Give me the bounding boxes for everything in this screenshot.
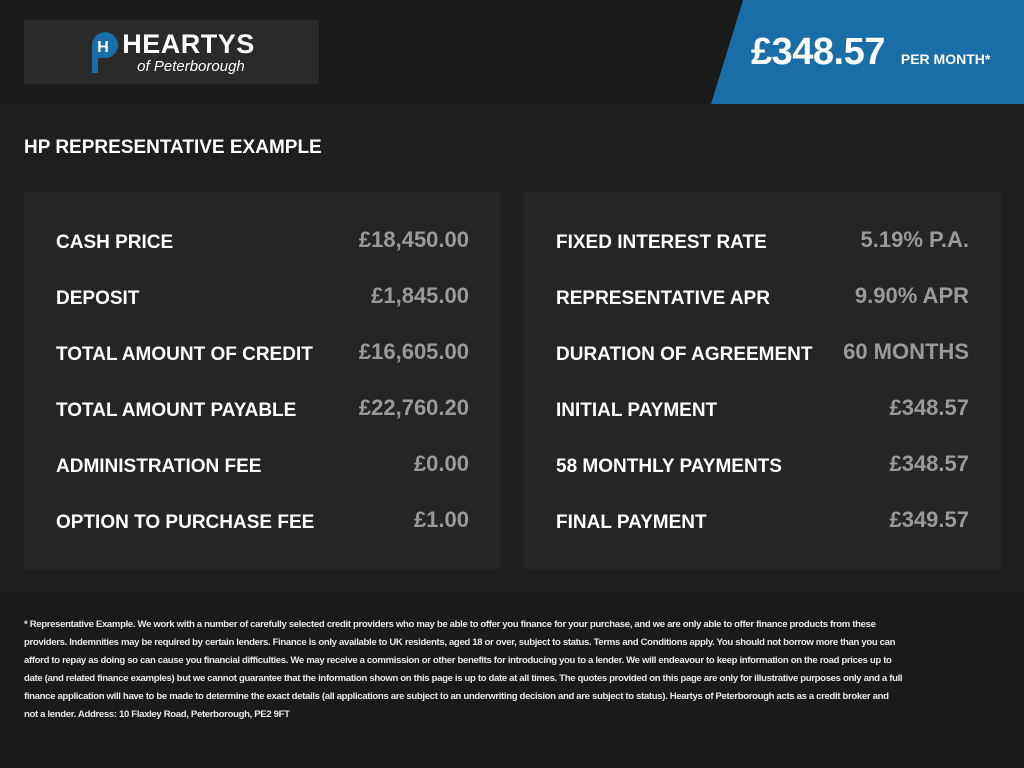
- logo-p-icon: H: [88, 31, 119, 73]
- finance-row: DURATION OF AGREEMENT 60 MONTHS: [556, 324, 969, 380]
- row-value: 9.90% APR: [854, 283, 969, 308]
- finance-row: FIXED INTEREST RATE 5.19% P.A.: [556, 212, 969, 268]
- monthly-price: £348.57: [751, 30, 885, 73]
- row-label: 58 MONTHLY PAYMENTS: [556, 456, 782, 477]
- row-value: £18,450.00: [358, 227, 469, 252]
- logo[interactable]: H HEARTYS of Peterborough: [24, 20, 319, 84]
- row-label: DURATION OF AGREEMENT: [556, 344, 813, 365]
- row-label: DEPOSIT: [56, 288, 140, 309]
- disclaimer: * Representative Example. We work with a…: [24, 619, 903, 720]
- finance-panel-right: FIXED INTEREST RATE 5.19% P.A. REPRESENTAT…: [524, 192, 1001, 569]
- row-label: OPTION TO PURCHASE FEE: [56, 512, 315, 533]
- svg-text:H: H: [97, 39, 109, 56]
- row-value: £348.57: [889, 451, 969, 476]
- section-title: HP REPRESENTATIVE EXAMPLE: [24, 137, 322, 158]
- row-label: REPRESENTATIVE APR: [556, 288, 770, 309]
- finance-row: FINAL PAYMENT £349.57: [556, 492, 969, 548]
- row-value: £348.57: [889, 395, 969, 420]
- row-label: TOTAL AMOUNT PAYABLE: [56, 400, 297, 421]
- row-label: FIXED INTEREST RATE: [556, 232, 767, 253]
- monthly-price-banner: £348.57 PER MONTH*: [711, 0, 1024, 104]
- row-value: £1,845.00: [371, 283, 469, 308]
- row-value: 60 MONTHS: [843, 339, 969, 364]
- row-value: £349.57: [889, 507, 969, 532]
- row-label: CASH PRICE: [56, 232, 174, 253]
- row-value: 5.19% P.A.: [860, 227, 969, 252]
- finance-row: ADMINISTRATION FEE £0.00: [56, 436, 469, 492]
- logo-subtitle: of Peterborough: [137, 57, 245, 75]
- row-value: £1.00: [413, 507, 469, 532]
- finance-row: TOTAL AMOUNT PAYABLE £22,760.20: [56, 380, 469, 436]
- finance-row: CASH PRICE £18,450.00: [56, 212, 469, 268]
- finance-row: OPTION TO PURCHASE FEE £1.00: [56, 492, 469, 548]
- finance-row: TOTAL AMOUNT OF CREDIT £16,605.00: [56, 324, 469, 380]
- row-label: INITIAL PAYMENT: [556, 400, 718, 421]
- per-month-label: PER MONTH*: [900, 51, 991, 67]
- row-label: FINAL PAYMENT: [556, 512, 707, 533]
- finance-row: 58 MONTHLY PAYMENTS £348.57: [556, 436, 969, 492]
- finance-row: REPRESENTATIVE APR 9.90% APR: [556, 268, 969, 324]
- logo-title: HEARTYS: [122, 28, 255, 59]
- finance-panel-left: CASH PRICE £18,450.00 DEPOSIT £1,845.00 TOTA…: [24, 192, 501, 569]
- row-label: ADMINISTRATION FEE: [56, 456, 262, 477]
- finance-row: INITIAL PAYMENT £348.57: [556, 380, 969, 436]
- row-value: £22,760.20: [358, 395, 469, 420]
- row-value: £16,605.00: [358, 339, 469, 364]
- footer: [0, 592, 1024, 768]
- row-value: £0.00: [413, 451, 469, 476]
- row-label: TOTAL AMOUNT OF CREDIT: [56, 344, 313, 365]
- finance-row: DEPOSIT £1,845.00: [56, 268, 469, 324]
- header: H HEARTYS of Peterborough £348.57 PER MO…: [0, 0, 1024, 104]
